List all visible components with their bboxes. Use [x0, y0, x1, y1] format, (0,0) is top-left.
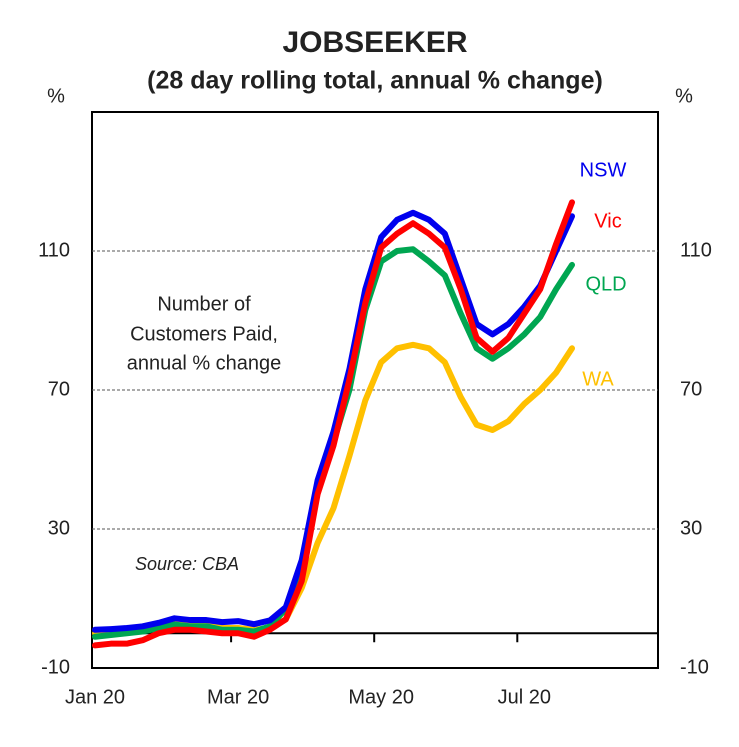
x-tick-label: Jul 20	[498, 686, 551, 708]
series-line	[92, 341, 575, 637]
annotation: annual % change	[127, 352, 282, 374]
x-tick-label: Mar 20	[207, 686, 269, 708]
series-label: NSW	[580, 159, 627, 181]
series-label: WA	[582, 368, 614, 390]
series-label: Vic	[594, 210, 621, 232]
y2-tick-label: 110	[680, 239, 712, 261]
y2-tick-label: 70	[680, 378, 702, 400]
annotation: Number of	[157, 293, 251, 315]
y2-tick-label: 30	[680, 517, 702, 539]
series-line	[92, 199, 575, 649]
x-tick-label: Jan 20	[65, 686, 125, 708]
series-label: QLD	[585, 273, 626, 295]
source-note: Source: CBA	[135, 554, 239, 574]
y-tick-label: 30	[48, 517, 70, 539]
y-tick-label: 110	[38, 239, 70, 261]
x-tick-label: May 20	[348, 686, 414, 708]
y-unit: %	[47, 85, 65, 107]
series-line	[92, 209, 575, 633]
chart-title: JOBSEEKER	[282, 26, 467, 59]
annotation: Customers Paid,	[130, 323, 278, 345]
y-tick-label: -10	[41, 656, 70, 678]
y2-unit: %	[675, 85, 693, 107]
y2-tick-label: -10	[680, 656, 709, 678]
chart-subtitle: (28 day rolling total, annual % change)	[147, 67, 603, 95]
y-tick-label: 70	[48, 378, 70, 400]
